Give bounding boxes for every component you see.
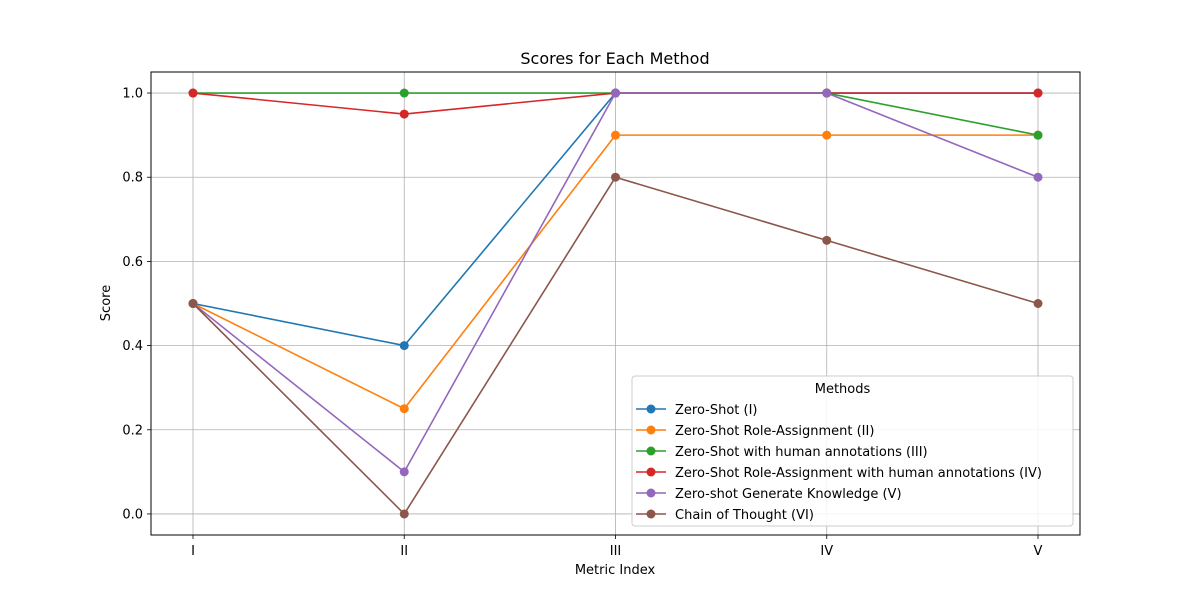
data-point <box>399 404 409 414</box>
legend: Methods Zero-Shot (I) Zero-Shot Role-Assig… <box>631 375 1074 527</box>
data-point <box>188 299 198 308</box>
legend-label: Zero-Shot with human annotations (III) <box>675 445 928 460</box>
legend-label: Zero-Shot (I) <box>675 403 758 418</box>
data-point <box>1033 88 1043 98</box>
data-point <box>399 109 409 119</box>
legend-item: Zero-Shot (I) <box>636 403 758 418</box>
data-point <box>1033 130 1043 140</box>
y-tick-label: 0.8 <box>122 171 143 186</box>
data-point <box>399 509 409 519</box>
x-axis-label: Metric Index <box>575 563 656 578</box>
y-tick-label: 0.0 <box>122 507 143 522</box>
x-tick-label: V <box>1034 544 1043 559</box>
legend-title: Methods <box>815 382 871 397</box>
chart-title: Scores for Each Method <box>520 49 709 68</box>
data-point <box>611 88 620 98</box>
legend-item: Zero-Shot Role-Assignment (II) <box>636 424 874 439</box>
legend-label: Chain of Thought (VI) <box>675 508 814 523</box>
legend-marker <box>646 467 656 477</box>
data-point <box>611 130 620 140</box>
series-layer <box>188 88 1043 519</box>
data-point <box>822 130 832 140</box>
y-tick-label: 0.2 <box>122 423 143 438</box>
data-point <box>822 235 832 245</box>
legend-item: Zero-shot Generate Knowledge (V) <box>636 487 902 502</box>
data-point <box>188 88 198 98</box>
y-tick-label: 0.6 <box>122 255 143 270</box>
ticks: I II III IV V0.00.20.40.60.81.0 <box>122 87 1042 559</box>
legend-marker <box>646 488 656 498</box>
legend-label: Zero-shot Generate Knowledge (V) <box>675 487 902 502</box>
data-point <box>399 88 409 98</box>
x-tick-label: II <box>400 544 408 559</box>
legend-box <box>631 375 1074 527</box>
x-tick-label: III <box>610 544 622 559</box>
legend-marker <box>646 425 656 435</box>
legend-marker <box>646 404 656 414</box>
data-point <box>1033 172 1043 182</box>
data-point <box>611 172 620 182</box>
legend-item: Zero-Shot with human annotations (III) <box>636 445 928 460</box>
y-tick-label: 1.0 <box>122 87 143 102</box>
x-tick-label: IV <box>820 544 833 559</box>
series-6 <box>188 172 1043 519</box>
legend-marker <box>646 509 656 519</box>
y-tick-label: 0.4 <box>122 339 143 354</box>
legend-label: Zero-Shot Role-Assignment (II) <box>675 424 874 439</box>
data-point <box>399 341 409 351</box>
legend-item: Zero-Shot Role-Assignment with human ann… <box>636 466 1042 481</box>
y-axis-label: Score <box>99 285 114 321</box>
data-point <box>1033 299 1043 308</box>
legend-item: Chain of Thought (VI) <box>636 508 814 523</box>
legend-label: Zero-Shot Role-Assignment with human ann… <box>675 466 1042 481</box>
x-tick-label: I <box>191 544 195 559</box>
data-point <box>399 467 409 477</box>
data-point <box>822 88 832 98</box>
legend-marker <box>646 446 656 456</box>
